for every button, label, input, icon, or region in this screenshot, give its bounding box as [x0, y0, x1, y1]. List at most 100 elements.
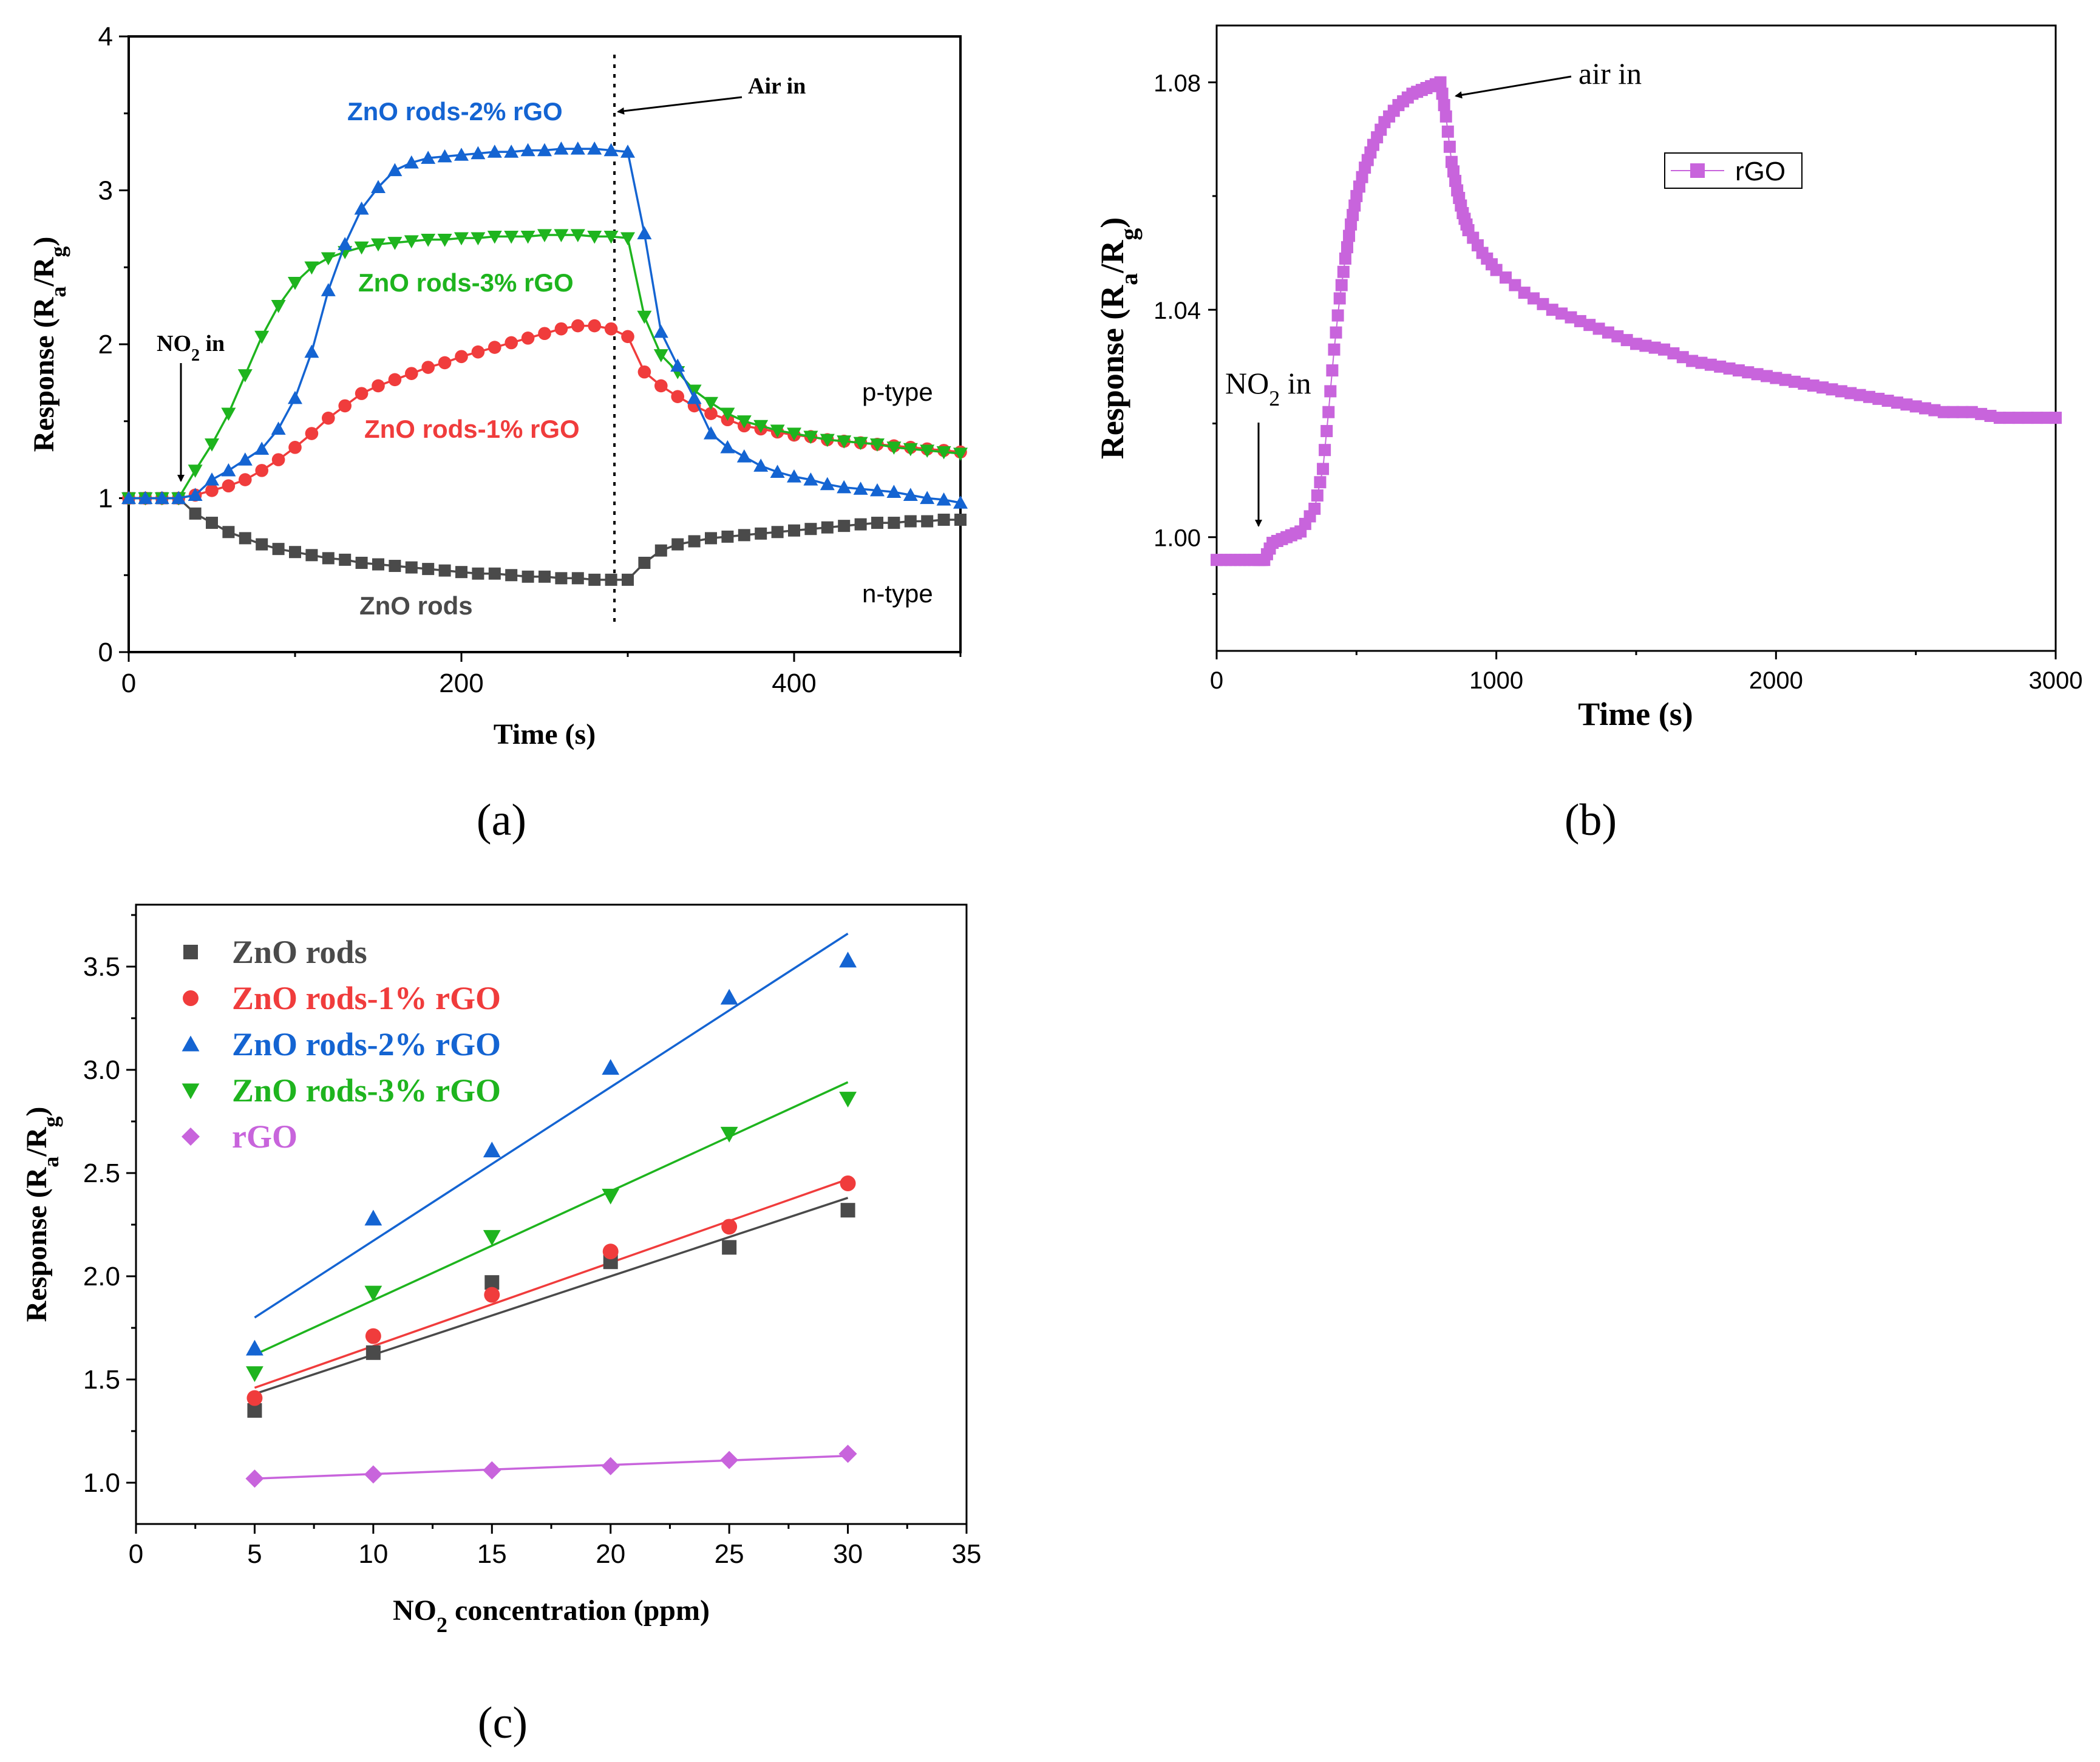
data-point-rgo: [1807, 379, 1820, 392]
data-point-zno-rods-3-rgo: [321, 252, 336, 266]
data-point-zno-rods-3-rgo: [454, 232, 469, 246]
data-point-zno-rods-2-rgo: [338, 237, 353, 250]
data-point-zno-rods-1-rgo: [621, 330, 634, 344]
data-point-zno-rods-3-rgo: [870, 438, 885, 452]
data-point-rgo: [601, 1457, 620, 1475]
data-point-zno-rods: [854, 518, 867, 531]
x-tick-label: 25: [715, 1539, 744, 1569]
data-point-zno-rods-2-rgo: [886, 485, 902, 498]
data-point-rgo: [1518, 287, 1531, 299]
data-point-zno-rods-1-rgo: [554, 322, 568, 336]
y-tick-label: 1.00: [1154, 525, 1201, 552]
fit-line-zno-rods-3-rgo: [254, 1081, 849, 1356]
data-point-zno-rods-1-rgo: [671, 390, 684, 403]
data-point-zno-rods-2-rgo: [637, 226, 652, 240]
data-point-zno-rods-2-rgo: [121, 491, 136, 505]
data-point-rgo: [1826, 383, 1838, 396]
panel-a-series: [121, 141, 968, 586]
data-point-zno-rods-2-rgo: [487, 145, 502, 158]
legend-label-zno-rods-2-rgo: ZnO rods-2% rGO: [232, 1026, 501, 1063]
data-point-rgo: [1760, 370, 1773, 383]
data-point-rgo: [1339, 252, 1351, 265]
series-zno-rods: [123, 492, 967, 586]
data-point-zno-rods-1-rgo: [421, 361, 435, 374]
data-point-zno-rods-2-rgo: [603, 143, 619, 157]
data-point-zno-rods: [688, 535, 701, 548]
data-point-rgo: [2003, 412, 2016, 424]
data-point-zno-rods-2-rgo: [720, 988, 738, 1005]
data-point-zno-rods-3-rgo: [387, 237, 403, 250]
data-point-rgo: [1937, 406, 1950, 418]
data-point-rgo: [1993, 412, 2006, 424]
data-point-rgo: [1611, 330, 1624, 342]
data-point-rgo: [1353, 180, 1365, 193]
y-tick-label: 2: [98, 330, 113, 359]
data-point-zno-rods: [305, 549, 318, 562]
x-tick-label: 35: [952, 1539, 982, 1569]
legend-marker-zno-rods: [183, 945, 198, 959]
data-point-rgo: [1732, 364, 1745, 377]
data-point-zno-rods: [555, 572, 568, 585]
data-point-rgo: [1789, 375, 1801, 388]
panel-a-y-axis-title: Response (Ra/Rg): [28, 237, 70, 452]
data-point-zno-rods: [888, 517, 900, 529]
data-point-zno-rods-1-rgo: [205, 484, 219, 497]
data-point-rgo: [1984, 409, 1997, 422]
x-tick-label: 20: [596, 1539, 625, 1569]
legend-marker-zno-rods-3-rgo: [182, 1083, 200, 1100]
data-point-rgo: [1602, 326, 1614, 339]
data-point-zno-rods-2-rgo: [321, 283, 336, 296]
data-point-zno-rods: [206, 517, 218, 529]
data-point-zno-rods: [755, 527, 767, 540]
data-point-zno-rods-3-rgo: [603, 230, 619, 244]
data-point-zno-rods: [488, 567, 501, 580]
data-point-zno-rods-3-rgo: [720, 1126, 738, 1143]
data-point-rgo: [483, 1461, 501, 1480]
panel-a-chart: 0 200 400 0 1 2 3 4 Time (s) Response (Ra/Rg) N…: [28, 22, 968, 845]
panel-c-fit-lines: [254, 933, 849, 1480]
x-tick-label: 5: [247, 1539, 262, 1569]
data-point-rgo: [1500, 271, 1512, 284]
panel-a-air-in-arrow: [617, 96, 742, 115]
data-point-zno-rods-1-rgo: [255, 464, 269, 477]
data-point-zno-rods-1-rgo: [355, 387, 369, 400]
data-point-rgo: [1956, 406, 1969, 418]
panel-b-legend-marker: [1690, 163, 1705, 178]
data-point-zno-rods-3-rgo: [504, 230, 519, 244]
data-point-zno-rods-3-rgo: [637, 310, 652, 324]
data-point-rgo: [1343, 230, 1356, 242]
series-zno-rods-1-rgo: [246, 1175, 856, 1406]
data-point-zno-rods-2-rgo: [870, 483, 885, 497]
data-point-zno-rods-1-rgo: [455, 350, 468, 364]
data-point-rgo: [1714, 360, 1727, 373]
data-point-rgo: [1320, 424, 1333, 437]
data-point-zno-rods-2-rgo: [837, 480, 852, 494]
panel-a-label-zno-rods: ZnO rods: [359, 591, 473, 620]
data-point-zno-rods: [239, 532, 251, 545]
data-point-rgo: [1909, 400, 1922, 413]
data-point-rgo: [1742, 366, 1755, 379]
x-tick-label: 400: [772, 668, 816, 698]
data-point-zno-rods-2-rgo: [421, 151, 436, 164]
panel-b-legend: rGO: [1664, 152, 1803, 189]
data-point-rgo: [1835, 385, 1847, 398]
data-point-zno-rods-2-rgo: [437, 149, 452, 163]
data-point-zno-rods: [422, 563, 435, 576]
data-point-zno-rods-3-rgo: [653, 349, 668, 362]
fit-line-zno-rods: [254, 1197, 849, 1395]
data-point-zno-rods-3-rgo: [483, 1230, 501, 1246]
data-point-zno-rods-2-rgo: [288, 390, 302, 404]
data-point-zno-rods-3-rgo: [920, 444, 935, 458]
data-point-zno-rods-1-rgo: [704, 407, 718, 420]
data-point-zno-rods: [438, 564, 451, 577]
panel-b-air-in-arrow: [1455, 75, 1572, 99]
data-point-rgo: [1527, 292, 1540, 305]
data-point-zno-rods-2-rgo: [787, 469, 801, 483]
x-tick-label: 30: [833, 1539, 863, 1569]
data-point-zno-rods: [588, 573, 601, 586]
data-point-rgo: [1447, 165, 1460, 178]
data-point-rgo: [1965, 406, 1978, 418]
data-point-rgo: [1919, 402, 1932, 415]
data-point-zno-rods-2-rgo: [803, 472, 818, 486]
